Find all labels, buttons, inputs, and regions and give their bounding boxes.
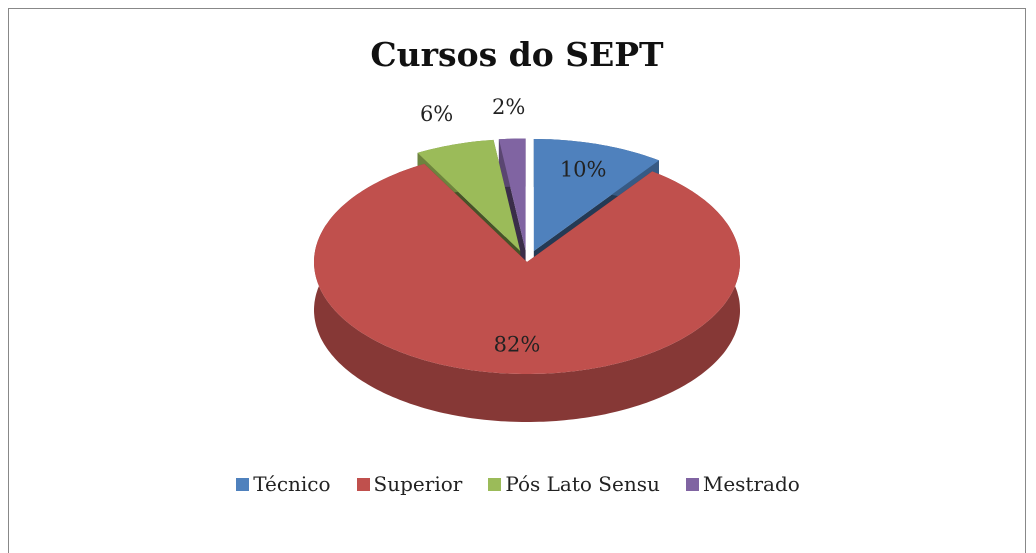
legend-item: Superior: [356, 472, 463, 496]
slice-top: [498, 138, 526, 251]
legend-swatch: [685, 477, 699, 491]
chart-title: Cursos do SEPT: [370, 35, 664, 74]
data-label: 10%: [560, 158, 607, 182]
legend-item: Técnico: [236, 472, 331, 496]
slice-top: [533, 139, 659, 251]
slice-top: [417, 139, 521, 251]
pie-slice: [314, 163, 740, 422]
chart-frame: [8, 8, 1026, 553]
slice-top: [314, 163, 740, 374]
legend-label: Pós Lato Sensu: [505, 472, 660, 496]
data-label: 6%: [420, 102, 453, 126]
legend-item: Mestrado: [685, 472, 800, 496]
data-label: 2%: [492, 95, 525, 119]
legend-swatch: [488, 477, 502, 491]
legend-label: Mestrado: [702, 472, 800, 496]
legend-item: Pós Lato Sensu: [488, 472, 660, 496]
legend-swatch: [236, 477, 250, 491]
legend: Técnico Superior Pós Lato Sensu Mestrado: [0, 472, 1036, 496]
legend-label: Superior: [373, 472, 463, 496]
legend-swatch: [356, 477, 370, 491]
legend-label: Técnico: [253, 472, 331, 496]
data-label: 82%: [494, 332, 541, 356]
